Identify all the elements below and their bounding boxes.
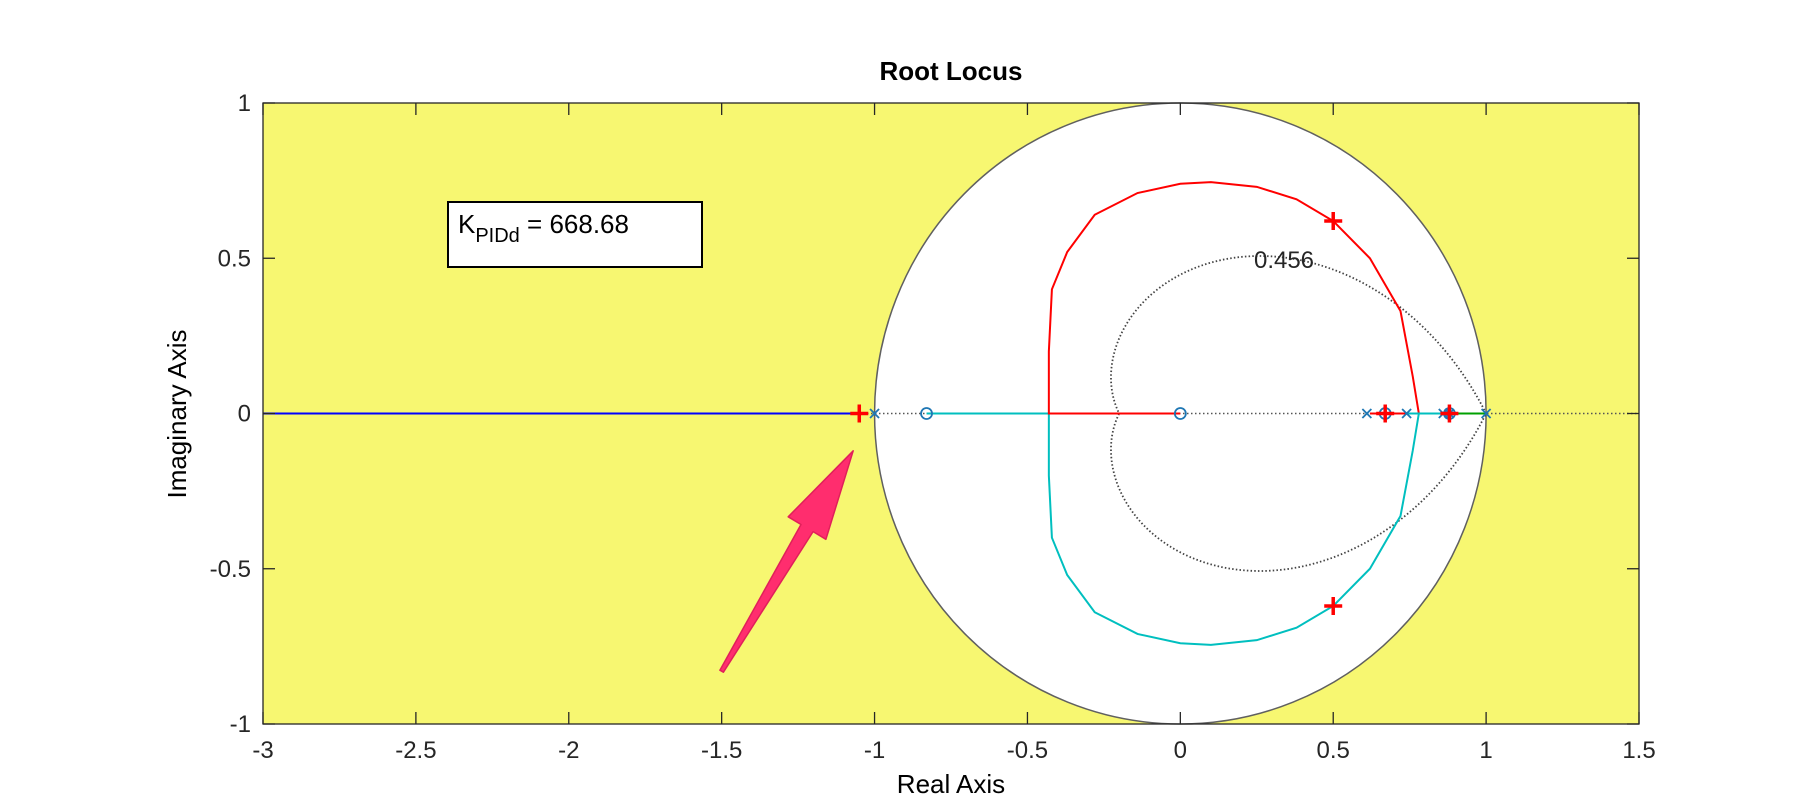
y-tick-label: -1 [230, 711, 251, 738]
damping-contour-label: 0.456 [1254, 247, 1314, 274]
damping-contour [1110, 255, 1487, 572]
x-tick-label: -1 [864, 737, 885, 764]
y-tick-label: 0.5 [218, 245, 251, 272]
gain-annotation-subscript: PIDd [475, 225, 519, 247]
x-axis-label: Real Axis [897, 769, 1005, 799]
x-tick-label: 0 [1174, 737, 1187, 764]
locus-branch-2 [926, 412, 1420, 646]
x-tick-label: 1.5 [1622, 737, 1655, 764]
pole-zero-markers [850, 211, 1492, 616]
y-tick-label: 0 [238, 401, 251, 428]
open-loop-zero [1173, 407, 1187, 420]
gain-annotation-box: KPIDd = 668.68 [447, 201, 703, 268]
locus-branch-3 [1047, 181, 1420, 415]
chart-title: Root Locus [880, 56, 1023, 86]
closed-loop-pole [1324, 211, 1343, 230]
y-tick-label: 1 [238, 90, 251, 117]
y-tick-label: -0.5 [210, 556, 251, 583]
callout-arrow-shape [719, 450, 854, 673]
closed-loop-pole [1324, 597, 1343, 616]
x-tick-label: -3 [252, 737, 273, 764]
x-tick-label: -2 [558, 737, 579, 764]
gain-annotation-symbol: K [458, 209, 476, 239]
callout-arrow [719, 450, 854, 673]
locus-branches [263, 181, 1487, 646]
x-tick-label: -0.5 [1007, 737, 1048, 764]
open-loop-pole [1480, 408, 1492, 419]
gain-annotation-value: = 668.68 [520, 209, 629, 239]
axes-frame [262, 102, 1640, 725]
x-tick-label: -2.5 [395, 737, 436, 764]
x-tick-label: 0.5 [1317, 737, 1350, 764]
open-loop-pole [1361, 408, 1372, 419]
tick-labels: -3 -2.5 -2 -1.5 -1 -0.5 0 0.5 1 1.5 -1 -0.5 0 0.5 1 [210, 90, 1656, 764]
open-loop-pole [1401, 408, 1412, 419]
closed-loop-pole [1440, 404, 1459, 423]
closed-loop-pole [1376, 404, 1395, 423]
open-loop-zero [920, 407, 933, 420]
x-tick-label: -1.5 [701, 737, 742, 764]
svg-text:KPIDd = 668.68: KPIDd = 668.68 [458, 209, 629, 247]
y-axis-label: Imaginary Axis [162, 329, 192, 498]
closed-loop-pole [850, 404, 869, 423]
x-tick-label: 1 [1479, 737, 1492, 764]
open-loop-pole [869, 408, 880, 419]
